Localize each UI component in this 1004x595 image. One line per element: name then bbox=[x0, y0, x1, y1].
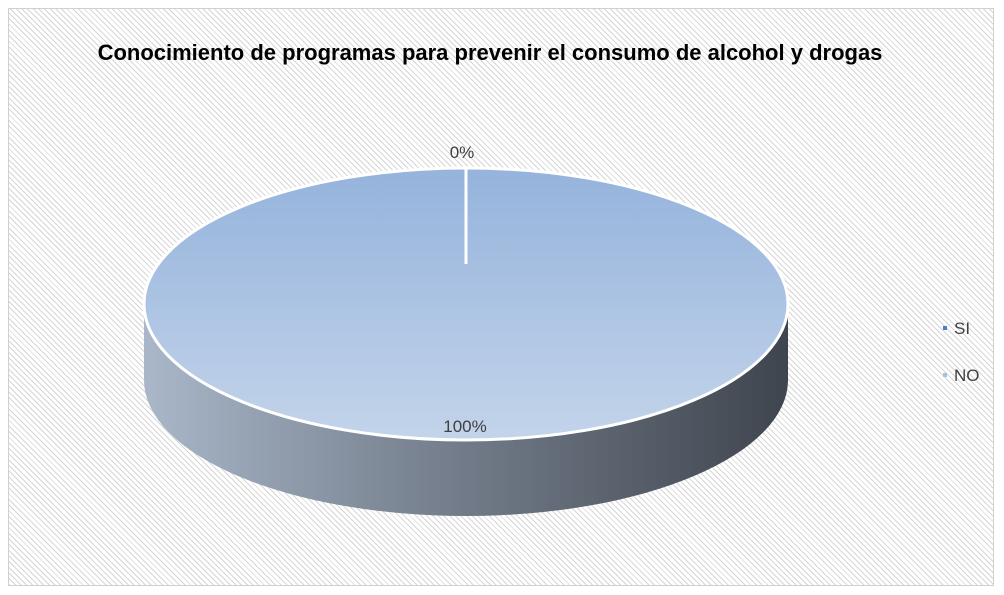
data-label-no: 100% bbox=[443, 417, 486, 436]
legend-swatch bbox=[943, 373, 947, 377]
legend: SI NO bbox=[943, 319, 980, 385]
legend-swatch bbox=[943, 326, 947, 330]
chart-title: Conocimiento de programas para prevenir … bbox=[97, 40, 883, 65]
pie-side bbox=[144, 304, 788, 516]
legend-label: SI bbox=[954, 319, 970, 338]
legend-item-si: SI bbox=[943, 319, 970, 338]
legend-label: NO bbox=[954, 366, 980, 385]
data-label-si: 0% bbox=[450, 143, 475, 162]
legend-item-no: NO bbox=[943, 366, 980, 385]
